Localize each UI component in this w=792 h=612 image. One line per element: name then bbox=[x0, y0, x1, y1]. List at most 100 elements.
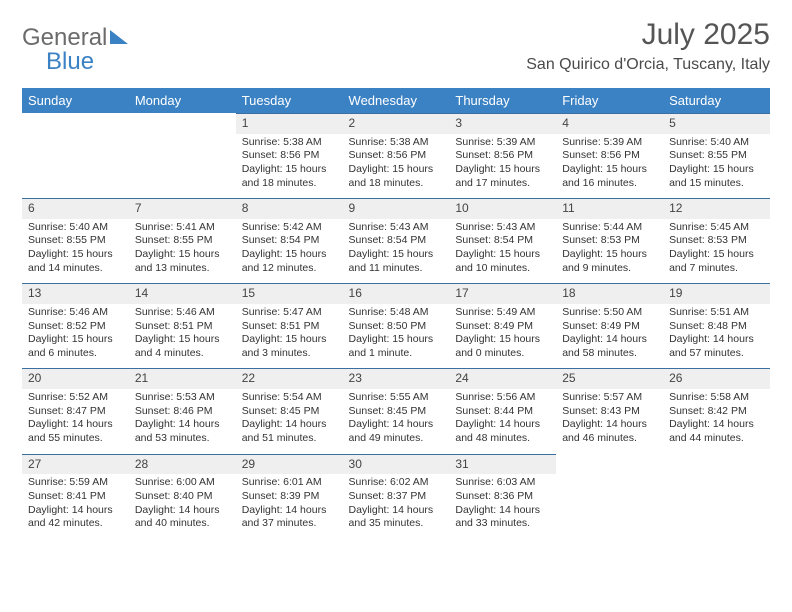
day-body: Sunrise: 5:54 AMSunset: 8:45 PMDaylight:… bbox=[236, 389, 343, 454]
day-body: Sunrise: 6:00 AMSunset: 8:40 PMDaylight:… bbox=[129, 474, 236, 539]
sunset-text: Sunset: 8:56 PM bbox=[455, 149, 550, 163]
calendar-cell: 23Sunrise: 5:55 AMSunset: 8:45 PMDayligh… bbox=[343, 368, 450, 453]
calendar-cell: 22Sunrise: 5:54 AMSunset: 8:45 PMDayligh… bbox=[236, 368, 343, 453]
day-body: Sunrise: 5:46 AMSunset: 8:52 PMDaylight:… bbox=[22, 304, 129, 369]
sunset-text: Sunset: 8:43 PM bbox=[562, 405, 657, 419]
sunset-text: Sunset: 8:55 PM bbox=[135, 234, 230, 248]
day-body: Sunrise: 6:01 AMSunset: 8:39 PMDaylight:… bbox=[236, 474, 343, 539]
day-number: 17 bbox=[449, 283, 556, 304]
daylight-text: Daylight: 14 hours bbox=[455, 504, 550, 518]
day-body: Sunrise: 6:02 AMSunset: 8:37 PMDaylight:… bbox=[343, 474, 450, 539]
day-number: 12 bbox=[663, 198, 770, 219]
day-number: 22 bbox=[236, 368, 343, 389]
day-body: Sunrise: 5:41 AMSunset: 8:55 PMDaylight:… bbox=[129, 219, 236, 284]
day-number: 16 bbox=[343, 283, 450, 304]
daylight-text: Daylight: 15 hours bbox=[135, 248, 230, 262]
daylight-text: and 18 minutes. bbox=[349, 177, 444, 191]
calendar-week-row: 6Sunrise: 5:40 AMSunset: 8:55 PMDaylight… bbox=[22, 198, 770, 283]
sunset-text: Sunset: 8:45 PM bbox=[349, 405, 444, 419]
logo-triangle-icon bbox=[110, 30, 128, 44]
sunrise-text: Sunrise: 5:42 AM bbox=[242, 221, 337, 235]
daylight-text: and 58 minutes. bbox=[562, 347, 657, 361]
sunrise-text: Sunrise: 5:48 AM bbox=[349, 306, 444, 320]
daylight-text: and 48 minutes. bbox=[455, 432, 550, 446]
daylight-text: and 3 minutes. bbox=[242, 347, 337, 361]
sunrise-text: Sunrise: 5:49 AM bbox=[455, 306, 550, 320]
daylight-text: Daylight: 15 hours bbox=[455, 248, 550, 262]
daylight-text: Daylight: 14 hours bbox=[242, 418, 337, 432]
calendar-table: Sunday Monday Tuesday Wednesday Thursday… bbox=[22, 88, 770, 539]
daylight-text: and 15 minutes. bbox=[669, 177, 764, 191]
daylight-text: and 4 minutes. bbox=[135, 347, 230, 361]
calendar-cell: 15Sunrise: 5:47 AMSunset: 8:51 PMDayligh… bbox=[236, 283, 343, 368]
calendar-cell bbox=[663, 454, 770, 539]
calendar-cell: 6Sunrise: 5:40 AMSunset: 8:55 PMDaylight… bbox=[22, 198, 129, 283]
sunset-text: Sunset: 8:48 PM bbox=[669, 320, 764, 334]
calendar-cell: 8Sunrise: 5:42 AMSunset: 8:54 PMDaylight… bbox=[236, 198, 343, 283]
daylight-text: Daylight: 14 hours bbox=[135, 418, 230, 432]
sunrise-text: Sunrise: 6:02 AM bbox=[349, 476, 444, 490]
calendar-cell bbox=[22, 113, 129, 198]
calendar-cell: 31Sunrise: 6:03 AMSunset: 8:36 PMDayligh… bbox=[449, 454, 556, 539]
sunrise-text: Sunrise: 5:59 AM bbox=[28, 476, 123, 490]
day-body: Sunrise: 6:03 AMSunset: 8:36 PMDaylight:… bbox=[449, 474, 556, 539]
sunset-text: Sunset: 8:50 PM bbox=[349, 320, 444, 334]
day-body: Sunrise: 5:38 AMSunset: 8:56 PMDaylight:… bbox=[343, 134, 450, 199]
sunrise-text: Sunrise: 5:44 AM bbox=[562, 221, 657, 235]
daylight-text: Daylight: 15 hours bbox=[135, 333, 230, 347]
day-header: Thursday bbox=[449, 88, 556, 113]
daylight-text: and 16 minutes. bbox=[562, 177, 657, 191]
calendar-cell: 17Sunrise: 5:49 AMSunset: 8:49 PMDayligh… bbox=[449, 283, 556, 368]
daylight-text: Daylight: 15 hours bbox=[349, 333, 444, 347]
sunset-text: Sunset: 8:45 PM bbox=[242, 405, 337, 419]
day-body: Sunrise: 5:55 AMSunset: 8:45 PMDaylight:… bbox=[343, 389, 450, 454]
sunrise-text: Sunrise: 5:41 AM bbox=[135, 221, 230, 235]
calendar-cell: 26Sunrise: 5:58 AMSunset: 8:42 PMDayligh… bbox=[663, 368, 770, 453]
sunset-text: Sunset: 8:37 PM bbox=[349, 490, 444, 504]
sunset-text: Sunset: 8:47 PM bbox=[28, 405, 123, 419]
sunrise-text: Sunrise: 6:01 AM bbox=[242, 476, 337, 490]
calendar-cell: 10Sunrise: 5:43 AMSunset: 8:54 PMDayligh… bbox=[449, 198, 556, 283]
sunrise-text: Sunrise: 5:43 AM bbox=[349, 221, 444, 235]
daylight-text: Daylight: 15 hours bbox=[349, 163, 444, 177]
day-number: 23 bbox=[343, 368, 450, 389]
sunrise-text: Sunrise: 5:39 AM bbox=[562, 136, 657, 150]
sunset-text: Sunset: 8:52 PM bbox=[28, 320, 123, 334]
sunrise-text: Sunrise: 5:53 AM bbox=[135, 391, 230, 405]
daylight-text: and 44 minutes. bbox=[669, 432, 764, 446]
day-body: Sunrise: 5:49 AMSunset: 8:49 PMDaylight:… bbox=[449, 304, 556, 369]
day-number: 19 bbox=[663, 283, 770, 304]
daylight-text: and 49 minutes. bbox=[349, 432, 444, 446]
daylight-text: and 51 minutes. bbox=[242, 432, 337, 446]
sunrise-text: Sunrise: 5:47 AM bbox=[242, 306, 337, 320]
daylight-text: and 33 minutes. bbox=[455, 517, 550, 531]
sunset-text: Sunset: 8:42 PM bbox=[669, 405, 764, 419]
day-number: 21 bbox=[129, 368, 236, 389]
day-body: Sunrise: 5:43 AMSunset: 8:54 PMDaylight:… bbox=[343, 219, 450, 284]
calendar-cell: 20Sunrise: 5:52 AMSunset: 8:47 PMDayligh… bbox=[22, 368, 129, 453]
daylight-text: Daylight: 15 hours bbox=[349, 248, 444, 262]
sunrise-text: Sunrise: 5:45 AM bbox=[669, 221, 764, 235]
daylight-text: Daylight: 14 hours bbox=[669, 333, 764, 347]
day-body: Sunrise: 5:58 AMSunset: 8:42 PMDaylight:… bbox=[663, 389, 770, 454]
daylight-text: and 0 minutes. bbox=[455, 347, 550, 361]
calendar-week-row: 13Sunrise: 5:46 AMSunset: 8:52 PMDayligh… bbox=[22, 283, 770, 368]
calendar-cell: 19Sunrise: 5:51 AMSunset: 8:48 PMDayligh… bbox=[663, 283, 770, 368]
day-body: Sunrise: 5:48 AMSunset: 8:50 PMDaylight:… bbox=[343, 304, 450, 369]
day-body: Sunrise: 5:57 AMSunset: 8:43 PMDaylight:… bbox=[556, 389, 663, 454]
sunrise-text: Sunrise: 5:46 AM bbox=[135, 306, 230, 320]
daylight-text: Daylight: 15 hours bbox=[242, 333, 337, 347]
day-number: 1 bbox=[236, 113, 343, 134]
sunset-text: Sunset: 8:56 PM bbox=[349, 149, 444, 163]
day-body: Sunrise: 5:42 AMSunset: 8:54 PMDaylight:… bbox=[236, 219, 343, 284]
day-body: Sunrise: 5:40 AMSunset: 8:55 PMDaylight:… bbox=[663, 134, 770, 199]
day-body: Sunrise: 5:39 AMSunset: 8:56 PMDaylight:… bbox=[556, 134, 663, 199]
daylight-text: and 17 minutes. bbox=[455, 177, 550, 191]
daylight-text: and 42 minutes. bbox=[28, 517, 123, 531]
daylight-text: Daylight: 14 hours bbox=[349, 418, 444, 432]
daylight-text: Daylight: 15 hours bbox=[455, 333, 550, 347]
day-number: 18 bbox=[556, 283, 663, 304]
calendar-cell: 2Sunrise: 5:38 AMSunset: 8:56 PMDaylight… bbox=[343, 113, 450, 198]
day-number: 9 bbox=[343, 198, 450, 219]
sunrise-text: Sunrise: 6:03 AM bbox=[455, 476, 550, 490]
